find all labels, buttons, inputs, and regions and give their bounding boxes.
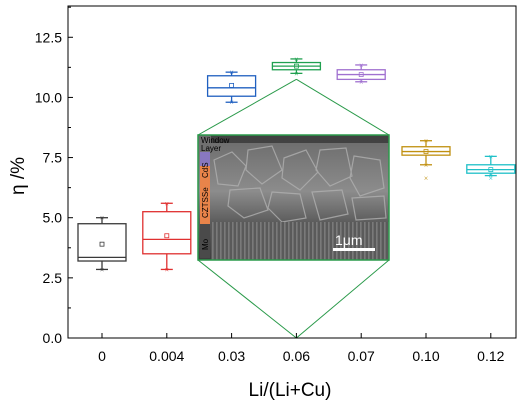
min-marker: × — [489, 172, 494, 181]
box-mean — [99, 241, 105, 247]
layer-mo — [200, 224, 210, 258]
outlier-marker: × — [489, 174, 494, 183]
max-marker: × — [359, 61, 364, 70]
scale-bar-label: 1μm — [335, 232, 363, 248]
layer-label-cds: CdS — [201, 162, 210, 178]
box-0.12: ××× — [466, 152, 516, 183]
box-mean — [488, 167, 494, 172]
x-axis: 0 0.004 0.03 0.06 0.07 0.10 0.12 — [98, 333, 505, 364]
max-marker: × — [229, 68, 234, 77]
y-tick-label: 0.0 — [43, 330, 63, 346]
x-tick-label: 0.10 — [412, 348, 439, 364]
min-marker: × — [294, 69, 299, 78]
layer-label-mo: Mo — [201, 238, 210, 250]
x-tick-label: 0.03 — [218, 348, 245, 364]
scale-bar-line — [333, 248, 375, 251]
layer-label-window: Window — [201, 136, 230, 145]
box-0.07: ×× — [336, 61, 386, 87]
box-iqr — [142, 211, 192, 255]
min-marker: × — [359, 78, 364, 87]
x-tick-label: 0.07 — [348, 348, 375, 364]
box-mean — [164, 233, 170, 239]
layer-cztsse — [200, 166, 210, 224]
y-axis-title: η /% — [8, 157, 29, 195]
min-marker: × — [165, 265, 170, 274]
min-marker: × — [100, 265, 105, 274]
sem-mo-layer — [211, 222, 389, 260]
box-iqr — [206, 75, 257, 97]
sem-inset: Window Layer CdS CZTSSe Mo 1μm — [197, 78, 390, 339]
box-0.03: ×× — [206, 68, 257, 107]
max-marker: × — [424, 137, 429, 146]
min-marker: × — [424, 161, 429, 170]
sem-top-dark — [211, 135, 389, 143]
x-tick-label: 0 — [98, 348, 106, 364]
x-tick-label: 0.12 — [477, 348, 504, 364]
box-0.004: ×× — [142, 199, 192, 274]
box-mean — [358, 72, 364, 77]
box-mean — [423, 149, 429, 154]
layer-window — [200, 138, 210, 152]
box-0: ×× — [77, 214, 127, 274]
max-marker: × — [165, 199, 170, 208]
y-tick-label: 10.0 — [35, 89, 62, 105]
layer-label-cztsse: CZTSSe — [201, 187, 210, 218]
x-axis-title: Li/(Li+Cu) — [249, 380, 332, 401]
sem-grains — [213, 145, 387, 223]
outlier-marker: × — [424, 174, 429, 183]
min-marker: × — [229, 98, 234, 107]
box-mean — [293, 63, 299, 69]
box-0.06: ×× — [271, 55, 322, 78]
max-marker: × — [489, 152, 494, 161]
layer-label-layer: Layer — [201, 144, 221, 153]
plot-frame — [67, 5, 517, 339]
y-tick-label: 12.5 — [35, 29, 62, 45]
sem-image-border — [197, 134, 390, 261]
y-tick-label: 5.0 — [43, 210, 63, 226]
y-axis: 0.0 2.5 5.0 7.5 10.0 12.5 — [35, 6, 73, 346]
y-tick-label: 2.5 — [43, 270, 63, 286]
y-tick-label: 7.5 — [43, 150, 63, 166]
box-0.10: × × × — [401, 137, 451, 183]
x-tick-label: 0.06 — [283, 348, 310, 364]
x-tick-label: 0.004 — [149, 348, 184, 364]
layer-cds — [200, 152, 210, 166]
max-marker: × — [294, 55, 299, 64]
box-mean — [229, 82, 235, 88]
plot-area: ×××××××××××××××× — [77, 55, 516, 274]
max-marker: × — [100, 214, 105, 223]
